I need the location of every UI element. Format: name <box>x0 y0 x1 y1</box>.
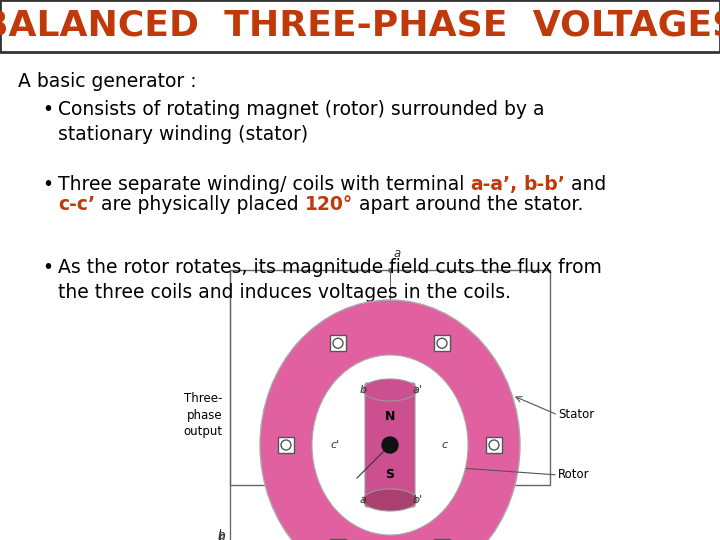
Text: BALANCED  THREE-PHASE  VOLTAGES: BALANCED THREE-PHASE VOLTAGES <box>0 9 720 43</box>
Text: b: b <box>217 529 225 540</box>
Text: As the rotor rotates, its magnitude field cuts the flux from
the three coils and: As the rotor rotates, its magnitude fiel… <box>58 258 602 302</box>
Text: A basic generator :: A basic generator : <box>18 72 197 91</box>
Text: Three separate winding/ coils with terminal: Three separate winding/ coils with termi… <box>58 175 470 194</box>
Ellipse shape <box>363 489 417 511</box>
Ellipse shape <box>363 379 417 401</box>
Circle shape <box>382 437 398 453</box>
Text: a: a <box>394 493 401 506</box>
Text: a: a <box>359 495 366 504</box>
Text: b-b’: b-b’ <box>523 175 565 194</box>
Text: c: c <box>441 440 448 450</box>
Text: 120°: 120° <box>305 195 353 214</box>
Bar <box>230 270 550 485</box>
Text: a-a’,: a-a’, <box>470 175 518 194</box>
Text: •: • <box>42 258 53 277</box>
Ellipse shape <box>312 355 468 535</box>
Text: are physically placed: are physically placed <box>95 195 305 214</box>
Text: a: a <box>394 247 401 260</box>
Circle shape <box>281 440 291 450</box>
Bar <box>330 539 346 540</box>
Ellipse shape <box>260 300 520 540</box>
Text: S: S <box>385 469 395 482</box>
Text: apart around the stator.: apart around the stator. <box>353 195 583 214</box>
Circle shape <box>333 338 343 348</box>
Text: b: b <box>359 386 366 395</box>
Text: Rotor: Rotor <box>558 469 590 482</box>
Text: c: c <box>218 531 225 540</box>
Text: b: b <box>217 531 225 540</box>
Text: Stator: Stator <box>558 408 594 422</box>
Circle shape <box>437 338 447 348</box>
Bar <box>434 539 450 540</box>
Bar <box>330 335 346 351</box>
Text: b': b' <box>413 495 423 504</box>
Text: and: and <box>565 175 607 194</box>
Text: •: • <box>42 100 53 119</box>
Bar <box>278 437 294 453</box>
Text: c': c' <box>330 440 340 450</box>
Text: c-c’: c-c’ <box>58 195 95 214</box>
Text: •: • <box>42 175 53 194</box>
Text: N: N <box>384 410 395 423</box>
Bar <box>486 437 502 453</box>
FancyBboxPatch shape <box>365 383 415 507</box>
Text: a': a' <box>413 386 422 395</box>
Bar <box>434 335 450 351</box>
Text: Consists of rotating magnet (rotor) surrounded by a
stationary winding (stator): Consists of rotating magnet (rotor) surr… <box>58 100 544 144</box>
Bar <box>0 0 720 52</box>
Circle shape <box>489 440 499 450</box>
Text: Three-
phase
output: Three- phase output <box>183 393 222 437</box>
